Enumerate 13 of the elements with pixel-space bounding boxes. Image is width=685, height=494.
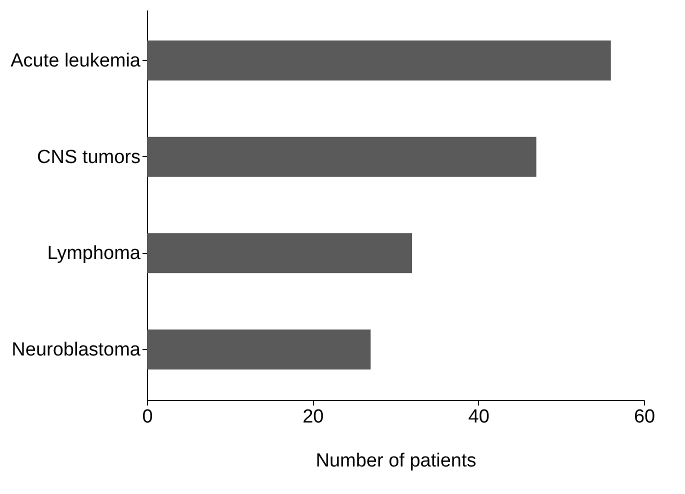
- x-axis-title: Number of patients: [316, 450, 476, 472]
- x-tick-label: 0: [142, 406, 153, 428]
- y-tick-label: Acute leukemia: [10, 50, 141, 72]
- x-tick-label: 60: [634, 406, 656, 428]
- y-tick-label: Lymphoma: [47, 243, 141, 264]
- y-tick-label: Neuroblastoma: [12, 339, 141, 360]
- bar: [147, 136, 536, 177]
- y-tick-label: CNS tumors: [37, 146, 140, 168]
- bar: [147, 40, 611, 81]
- x-tick-label: 20: [302, 406, 324, 428]
- bar: [147, 329, 371, 370]
- x-tick-label: 40: [468, 406, 490, 428]
- bar: [147, 233, 412, 274]
